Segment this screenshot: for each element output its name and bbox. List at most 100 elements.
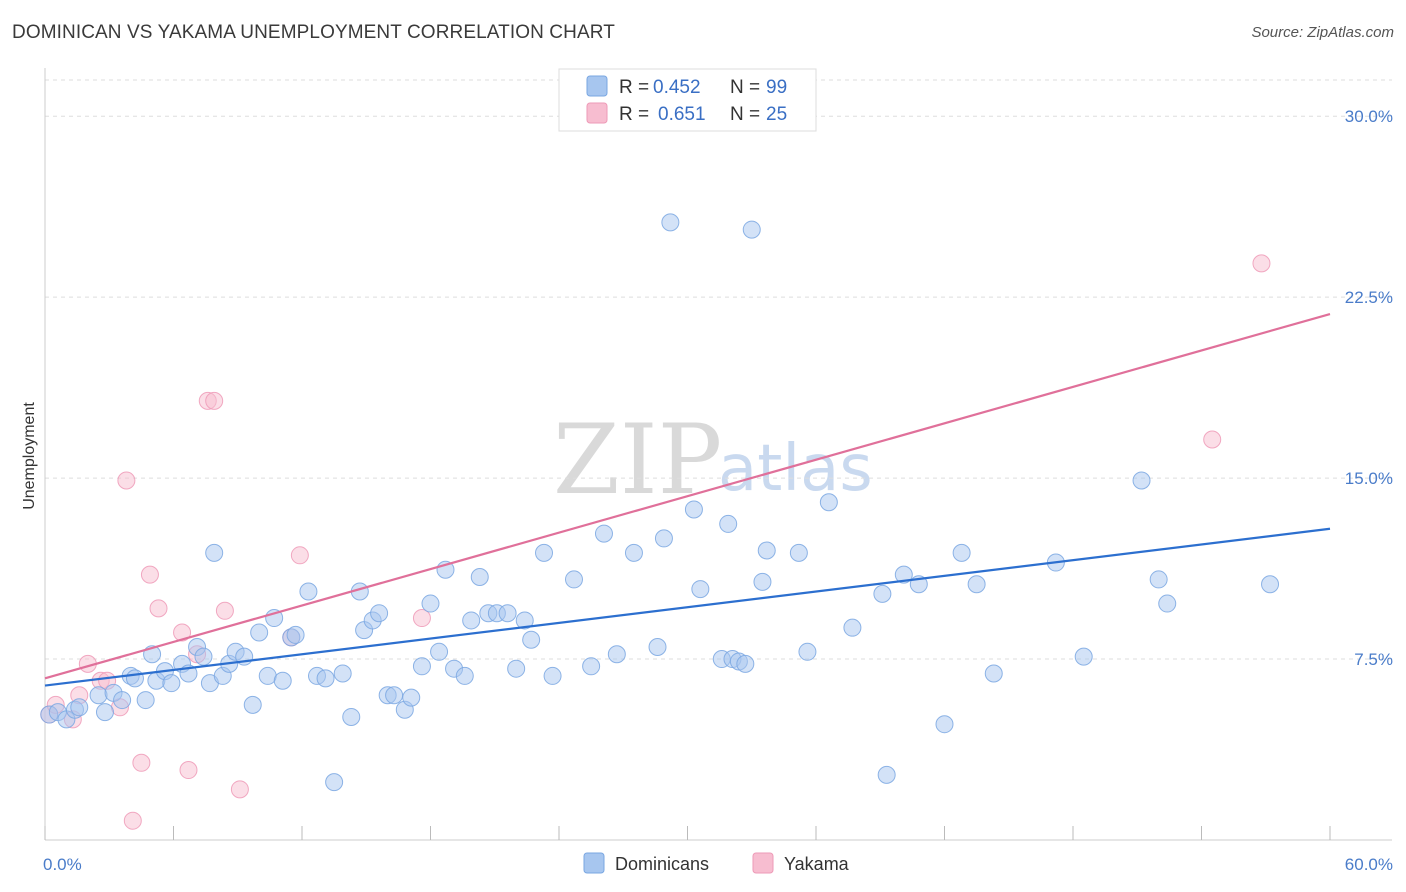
y-tick-label-2: 22.5% <box>1345 288 1393 307</box>
dominican-point-61 <box>535 543 554 562</box>
yakama-point-21 <box>290 546 309 565</box>
dominican-point-53 <box>462 611 481 630</box>
legend-swatch-pink <box>586 102 608 124</box>
y-tick-label-1: 15.0% <box>1345 469 1393 488</box>
yakama-point-17 <box>205 391 224 410</box>
dominican-point-62 <box>543 666 562 685</box>
yakama-point-22 <box>412 609 431 628</box>
dominican-point-94 <box>1074 647 1093 666</box>
dominican-point-52 <box>455 666 474 685</box>
dominican-point-37 <box>333 664 352 683</box>
legend: R = 0.452 N = 99 R = 0.651 N = 25 <box>558 68 817 132</box>
dominican-point-28 <box>258 666 277 685</box>
dominican-point-82 <box>798 642 817 661</box>
x-tick-label-1: 60.0% <box>1345 855 1393 874</box>
dominican-point-65 <box>594 524 613 543</box>
dominican-point-77 <box>736 654 755 673</box>
dominican-points <box>40 213 1280 792</box>
yakama-point-14 <box>179 761 198 780</box>
dominican-point-70 <box>661 213 680 232</box>
legend-r-label-2: R = <box>619 104 649 125</box>
y-tick-label-0: 7.5% <box>1354 650 1393 669</box>
dominican-point-95 <box>1132 471 1151 490</box>
dominican-point-91 <box>967 575 986 594</box>
dominican-point-71 <box>684 500 703 519</box>
legend-r-value-1: 0.452 <box>653 77 701 98</box>
chart-title: DOMINICAN VS YAKAMA UNEMPLOYMENT CORRELA… <box>12 22 615 43</box>
dominican-point-60 <box>522 630 541 649</box>
yakama-point-11 <box>140 565 159 584</box>
dominican-point-4 <box>70 698 89 717</box>
bottom-legend: Dominicans Yakama <box>583 852 850 874</box>
dominican-point-68 <box>648 637 667 656</box>
dominican-point-80 <box>757 541 776 560</box>
yakama-point-10 <box>132 753 151 772</box>
dominican-point-72 <box>691 580 710 599</box>
dominican-point-30 <box>273 671 292 690</box>
yakama-point-13 <box>173 623 192 642</box>
bottom-legend-label-dominicans: Dominicans <box>615 854 709 874</box>
dominican-point-6 <box>95 703 114 722</box>
dominican-point-15 <box>162 674 181 693</box>
dominican-point-57 <box>498 604 517 623</box>
dominican-point-8 <box>113 691 132 710</box>
dominican-point-96 <box>1149 570 1168 589</box>
legend-n-label-1: N = <box>730 77 760 98</box>
x-tick-labels: 0.0% 60.0% <box>43 855 1393 874</box>
dominican-point-54 <box>470 568 489 587</box>
yakama-points <box>40 254 1271 830</box>
dominican-point-21 <box>205 543 224 562</box>
dominican-point-26 <box>243 695 262 714</box>
dominican-point-84 <box>843 618 862 637</box>
y-tick-labels: 7.5% 15.0% 22.5% 30.0% <box>1345 107 1393 669</box>
dominican-point-32 <box>286 625 305 644</box>
source-credit: Source: ZipAtlas.com <box>1251 24 1394 41</box>
dominican-point-63 <box>564 570 583 589</box>
dominican-point-38 <box>342 707 361 726</box>
legend-swatch-blue <box>586 75 608 97</box>
dominican-point-98 <box>1261 575 1280 594</box>
dominican-point-44 <box>385 686 404 705</box>
dominican-point-47 <box>412 657 431 676</box>
dominican-point-92 <box>984 664 1003 683</box>
dominican-point-87 <box>894 565 913 584</box>
dominican-point-33 <box>299 582 318 601</box>
x-tick-label-0: 0.0% <box>43 855 82 874</box>
watermark-atlas: atlas <box>718 432 873 506</box>
dominican-point-59 <box>515 611 534 630</box>
yakama-point-19 <box>230 780 249 799</box>
dominican-point-67 <box>624 543 643 562</box>
dominican-point-42 <box>370 604 389 623</box>
y-axis-title: Unemployment <box>21 402 38 510</box>
dominican-point-19 <box>194 647 213 666</box>
dominican-point-90 <box>952 543 971 562</box>
dominican-point-89 <box>935 715 954 734</box>
trend-lines <box>44 312 1331 687</box>
dominican-trend-line <box>44 527 1331 687</box>
dominican-point-58 <box>507 659 526 678</box>
dominican-point-79 <box>753 572 772 591</box>
yakama-point-12 <box>149 599 168 618</box>
dominican-point-10 <box>125 669 144 688</box>
yakama-point-9 <box>123 811 142 830</box>
legend-n-value-1: 99 <box>766 77 787 98</box>
bottom-legend-label-yakama: Yakama <box>784 854 850 874</box>
yakama-point-24 <box>1252 254 1271 273</box>
gridlines <box>45 79 1392 660</box>
dominican-point-11 <box>136 691 155 710</box>
legend-n-label-2: N = <box>730 104 760 125</box>
yakama-point-23 <box>1203 430 1222 449</box>
yakama-trend-line <box>44 312 1331 680</box>
dominican-point-48 <box>421 594 440 613</box>
dominican-point-36 <box>325 773 344 792</box>
dominican-point-46 <box>402 688 421 707</box>
bottom-legend-swatch-blue <box>583 852 605 874</box>
dominican-point-49 <box>430 642 449 661</box>
dominican-point-97 <box>1158 594 1177 613</box>
dominican-point-64 <box>582 657 601 676</box>
yakama-point-18 <box>215 601 234 620</box>
legend-n-value-2: 25 <box>766 104 787 125</box>
dominican-point-85 <box>873 584 892 603</box>
bottom-legend-swatch-pink <box>752 852 774 874</box>
